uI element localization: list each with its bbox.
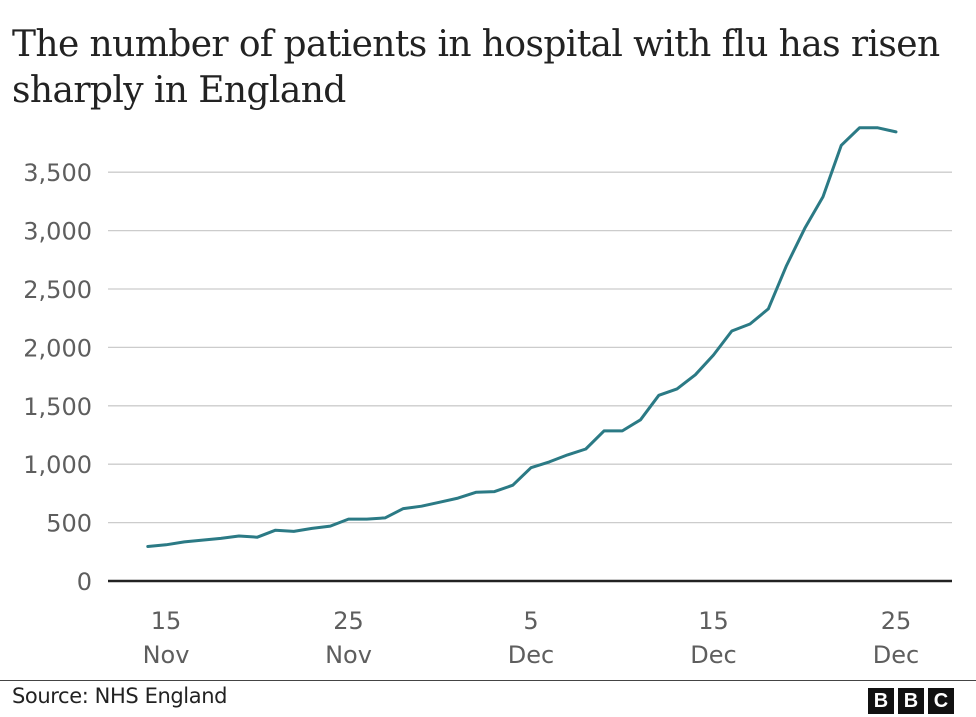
logo-letter: B (898, 688, 924, 714)
y-tick-label: 3,000 (23, 218, 92, 246)
x-tick-label-month: Nov (143, 641, 190, 669)
logo-letter: C (928, 688, 954, 714)
y-tick-label: 2,500 (23, 276, 92, 304)
x-tick-label-day: 15 (698, 607, 729, 635)
x-axis-ticks: 15 Nov 25 Nov 5 Dec 15 Dec 25 Dec (143, 607, 920, 669)
chart-title: The number of patients in hospital with … (12, 24, 940, 111)
y-tick-label: 500 (46, 510, 92, 538)
x-tick-label-month: Dec (690, 641, 736, 669)
source-note: Source: NHS England (12, 684, 228, 708)
x-tick-label-month: Nov (325, 641, 372, 669)
logo-letter: B (868, 688, 894, 714)
x-tick-label-day: 25 (881, 607, 912, 635)
data-points (147, 127, 897, 547)
y-tick-label: 2,000 (23, 334, 92, 362)
x-tick-label-day: 25 (333, 607, 364, 635)
x-tick-label-day: 5 (523, 607, 538, 635)
x-tick-label-month: Dec (508, 641, 554, 669)
y-tick-label: 3,500 (23, 159, 92, 187)
series-line (146, 126, 898, 548)
x-tick-label-day: 15 (151, 607, 182, 635)
footer-divider (0, 680, 976, 681)
y-tick-label: 1,500 (23, 393, 92, 421)
y-tick-label: 1,000 (23, 451, 92, 479)
gridlines (108, 171, 952, 524)
y-axis-ticks: 0 500 1,000 1,500 2,000 2,500 3,000 3,500 (23, 159, 92, 596)
y-tick-label: 0 (77, 568, 92, 596)
x-tick-label-month: Dec (873, 641, 919, 669)
bbc-logo: B B C (868, 688, 954, 714)
